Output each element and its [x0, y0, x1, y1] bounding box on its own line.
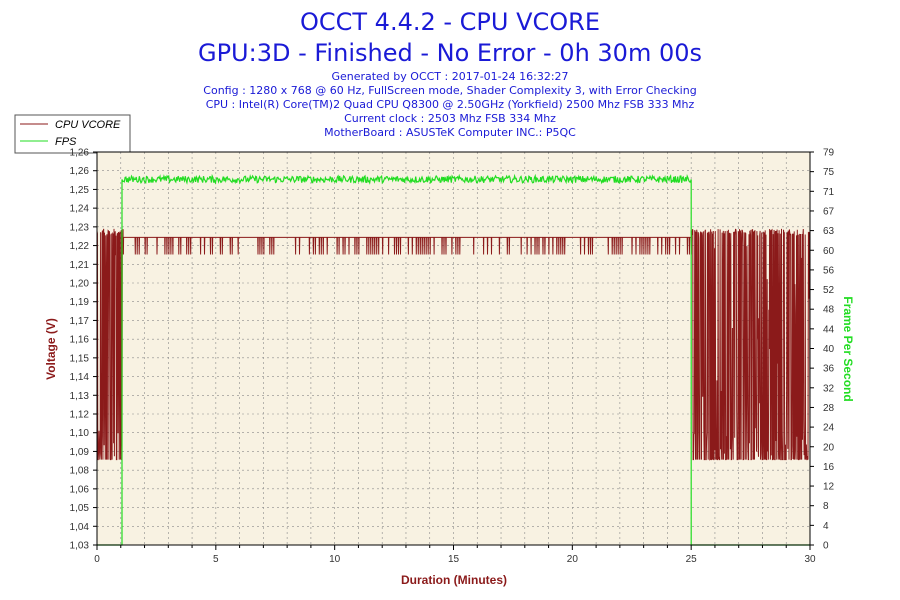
y-right-tick-label: 44	[823, 324, 835, 335]
info-line-clock: Current clock : 2503 Mhz FSB 334 Mhz	[344, 112, 556, 125]
y-left-tick-label: 1,06	[70, 484, 90, 495]
y-left-tick-label: 1,05	[70, 503, 90, 514]
y-left-tick-label: 1,24	[70, 204, 90, 215]
chart-title: OCCT 4.4.2 - CPU VCORE	[300, 8, 600, 36]
y-left-tick-label: 1,16	[70, 335, 90, 346]
x-tick-label: 10	[329, 554, 341, 565]
y-right-tick-label: 16	[823, 462, 835, 473]
y-right-tick-label: 60	[823, 246, 835, 257]
y-right-tick-label: 8	[823, 501, 829, 512]
y-left-tick-label: 1,26	[70, 166, 90, 177]
y-right-tick-label: 0	[823, 541, 829, 552]
y-left-tick-label: 1,14	[70, 372, 90, 383]
y-right-tick-label: 12	[823, 482, 835, 493]
x-tick-label: 30	[804, 554, 816, 565]
x-axis-title: Duration (Minutes)	[401, 573, 507, 587]
y-left-tick-label: 1,09	[70, 447, 90, 458]
y-right-tick-label: 20	[823, 442, 835, 453]
line-cpu-vcore	[96, 228, 811, 461]
info-line-cpu: CPU : Intel(R) Core(TM)2 Quad CPU Q8300 …	[206, 98, 695, 111]
y-left-tick-label: 1,23	[70, 222, 90, 233]
x-tick-label: 25	[686, 554, 698, 565]
y-left-tick-label: 1,10	[70, 428, 90, 439]
legend: CPU VCORE FPS	[14, 114, 131, 154]
y-left-tick-label: 1,15	[70, 353, 90, 364]
y-right-tick-label: 63	[823, 226, 835, 237]
y-right-tick-label: 28	[823, 403, 835, 414]
series-fps	[97, 173, 810, 546]
y-left-tick-label: 1,03	[70, 541, 90, 552]
x-tick-label: 15	[448, 554, 460, 565]
line-fps	[97, 173, 810, 546]
x-tick-label: 20	[567, 554, 579, 565]
y-right-tick-label: 48	[823, 305, 835, 316]
legend-box	[14, 114, 131, 154]
y-axis-right-title: Frame Per Second	[841, 296, 855, 401]
info-line-motherboard: MotherBoard : ASUSTeK Computer INC.: P5Q…	[324, 126, 576, 139]
y-left-tick-label: 1,12	[70, 410, 90, 421]
y-right-tick-label: 24	[823, 423, 835, 434]
chart-subtitle: GPU:3D - Finished - No Error - 0h 30m 00…	[198, 39, 702, 67]
y-right-tick-label: 67	[823, 206, 835, 217]
y-left-tick-label: 1,25	[70, 185, 90, 196]
info-line-generated: Generated by OCCT : 2017-01-24 16:32:27	[331, 70, 568, 83]
y-left-tick-label: 1,22	[70, 241, 90, 252]
y-left-tick-label: 1,04	[70, 522, 90, 533]
info-line-config: Config : 1280 x 768 @ 60 Hz, FullScreen …	[203, 84, 696, 97]
y-right-tick-label: 71	[823, 187, 835, 198]
y-left-tick-label: 1,13	[70, 391, 90, 402]
y-right-tick-label: 32	[823, 383, 835, 394]
x-tick-label: 5	[213, 554, 219, 565]
y-right-tick-label: 4	[823, 521, 829, 532]
y-right-tick-label: 52	[823, 285, 835, 296]
y-right-tick-label: 79	[823, 148, 835, 159]
y-right-tick-label: 40	[823, 344, 835, 355]
y-left-tick-label: 1,20	[70, 279, 90, 290]
axes: 0 5 10 15 20 25 30 1,03 1,04 1,05 1,06 1,08 1,09 1,10…	[70, 148, 835, 566]
x-tick-label: 0	[94, 554, 100, 565]
y-left-tick-label: 1,17	[70, 316, 90, 327]
y-axis-left-title: Voltage (V)	[44, 318, 58, 380]
y-right-tick-label: 36	[823, 364, 835, 375]
y-right-tick-label: 75	[823, 167, 835, 178]
legend-label-vcore: CPU VCORE	[55, 119, 121, 131]
y-left-tick-label: 1,19	[70, 297, 90, 308]
y-left-tick-label: 1,26	[70, 148, 90, 159]
y-left-tick-label: 1,21	[70, 260, 90, 271]
series-cpu-vcore	[96, 228, 811, 461]
y-right-tick-label: 56	[823, 265, 835, 276]
y-left-tick-label: 1,08	[70, 466, 90, 477]
legend-label-fps: FPS	[55, 136, 77, 148]
